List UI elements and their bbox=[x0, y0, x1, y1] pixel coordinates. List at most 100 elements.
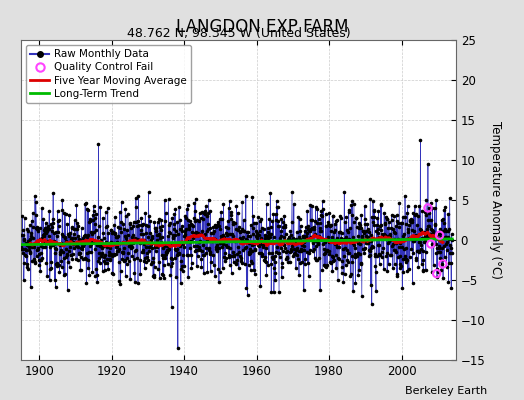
Point bbox=[137, 215, 146, 221]
Point bbox=[134, 218, 142, 224]
Point bbox=[195, 238, 203, 245]
Point bbox=[240, 228, 248, 234]
Point bbox=[238, 234, 247, 240]
Point bbox=[334, 239, 342, 245]
Point bbox=[242, 244, 250, 250]
Point bbox=[206, 267, 215, 274]
Point bbox=[184, 217, 193, 223]
Point bbox=[339, 238, 347, 244]
Point bbox=[392, 240, 400, 246]
Point bbox=[216, 226, 224, 232]
Point bbox=[151, 248, 160, 254]
Point bbox=[303, 230, 312, 236]
Point bbox=[72, 202, 81, 209]
Point bbox=[393, 273, 401, 279]
Point bbox=[275, 223, 283, 230]
Point bbox=[274, 218, 282, 224]
Point bbox=[64, 231, 72, 238]
Point bbox=[117, 198, 126, 205]
Point bbox=[127, 224, 135, 231]
Point bbox=[157, 226, 165, 233]
Point bbox=[142, 222, 150, 229]
Point bbox=[326, 222, 335, 229]
Point bbox=[60, 255, 68, 262]
Point bbox=[235, 237, 243, 244]
Point bbox=[69, 251, 77, 258]
Point bbox=[236, 229, 245, 236]
Point bbox=[301, 228, 309, 234]
Point bbox=[152, 237, 161, 244]
Point bbox=[394, 236, 402, 242]
Point bbox=[139, 231, 148, 238]
Point bbox=[350, 218, 358, 225]
Point bbox=[254, 241, 262, 248]
Point bbox=[377, 227, 385, 234]
Point bbox=[169, 226, 178, 233]
Point bbox=[66, 264, 74, 270]
Point bbox=[166, 220, 174, 226]
Point bbox=[213, 222, 221, 229]
Point bbox=[257, 250, 265, 256]
Point bbox=[155, 230, 163, 237]
Point bbox=[138, 249, 146, 256]
Point bbox=[397, 220, 405, 226]
Point bbox=[302, 235, 310, 242]
Point bbox=[64, 259, 72, 265]
Point bbox=[298, 247, 306, 254]
Point bbox=[217, 209, 225, 215]
Point bbox=[422, 197, 430, 203]
Point bbox=[45, 244, 53, 250]
Point bbox=[18, 246, 26, 252]
Point bbox=[61, 270, 69, 277]
Point bbox=[57, 257, 65, 264]
Point bbox=[340, 236, 348, 242]
Point bbox=[90, 208, 98, 214]
Point bbox=[189, 223, 197, 229]
Point bbox=[182, 226, 191, 233]
Point bbox=[353, 238, 361, 244]
Point bbox=[230, 252, 238, 258]
Point bbox=[447, 236, 456, 243]
Point bbox=[128, 234, 136, 241]
Point bbox=[62, 254, 70, 261]
Point bbox=[390, 213, 398, 220]
Point bbox=[344, 229, 353, 235]
Point bbox=[200, 252, 209, 258]
Point bbox=[288, 189, 296, 195]
Point bbox=[84, 232, 92, 238]
Point bbox=[150, 264, 159, 270]
Point bbox=[347, 202, 355, 208]
Point bbox=[38, 255, 47, 262]
Point bbox=[268, 254, 277, 260]
Point bbox=[386, 231, 395, 238]
Point bbox=[346, 225, 354, 232]
Point bbox=[335, 229, 344, 236]
Point bbox=[189, 235, 197, 242]
Point bbox=[420, 238, 428, 245]
Point bbox=[303, 260, 312, 266]
Point bbox=[363, 234, 372, 240]
Point bbox=[106, 257, 114, 263]
Point bbox=[179, 241, 187, 248]
Point bbox=[58, 231, 66, 237]
Point bbox=[277, 233, 286, 240]
Point bbox=[370, 208, 379, 215]
Point bbox=[48, 224, 56, 231]
Point bbox=[150, 219, 158, 225]
Point bbox=[424, 160, 432, 167]
Point bbox=[315, 254, 323, 261]
Point bbox=[25, 244, 33, 250]
Point bbox=[263, 200, 271, 207]
Point bbox=[215, 240, 224, 246]
Point bbox=[187, 238, 195, 244]
Point bbox=[188, 260, 196, 266]
Point bbox=[442, 234, 451, 240]
Point bbox=[294, 214, 302, 220]
Point bbox=[279, 224, 287, 230]
Point bbox=[249, 231, 257, 238]
Point bbox=[137, 222, 146, 229]
Point bbox=[201, 208, 209, 214]
Point bbox=[52, 229, 60, 236]
Point bbox=[115, 259, 124, 265]
Point bbox=[166, 272, 174, 278]
